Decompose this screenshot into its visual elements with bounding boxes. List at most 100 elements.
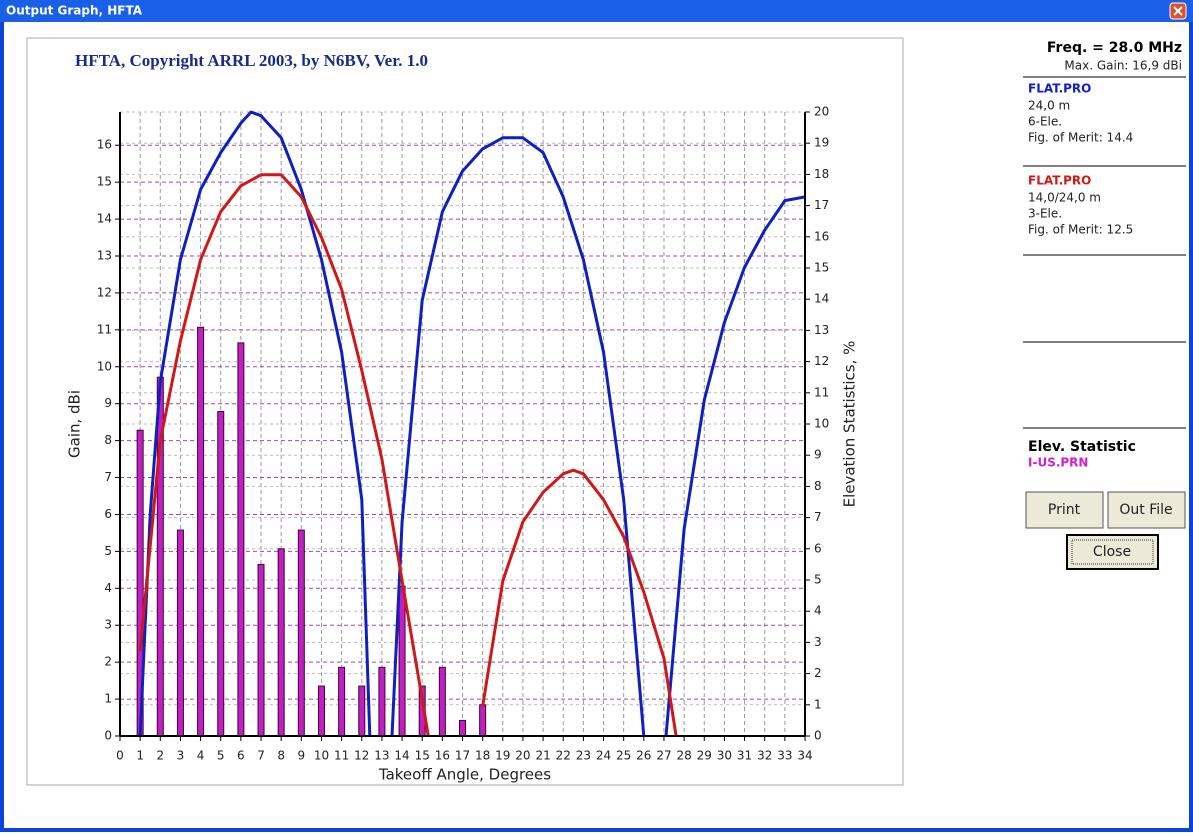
x-tick-label: 29 [697,749,712,763]
bar [459,719,466,737]
y2-tick-label: 10 [814,417,829,431]
frequency: Freq. = 28.0 MHz [1047,40,1182,56]
line-series [138,173,678,737]
x-tick-label: 33 [777,749,792,763]
y-axis-label: Gain, dBi [66,390,84,458]
out-file-button[interactable]: Out File [1107,491,1186,529]
chart-title: HFTA, Copyright ARRL 2003, by N6BV, Ver.… [75,51,428,70]
x-tick-label: 1 [136,749,144,763]
y-tick-label: 14 [97,212,112,226]
x-tick-label: 6 [237,749,245,763]
x-tick-label: 12 [354,749,369,763]
x-tick-label: 31 [737,749,752,763]
y-tick-label: 13 [97,249,112,263]
x-tick-label: 30 [717,749,732,763]
x-tick-label: 2 [156,749,164,763]
y2-tick-label: 2 [814,666,822,680]
x-tick-label: 10 [314,749,329,763]
y2-axis-label: Elevation Statistics, % [841,341,859,508]
button-label[interactable]: Out File [1119,502,1172,518]
y-tick-label: 11 [97,322,112,336]
x-tick-label: 28 [676,749,691,763]
y-tick-label: 3 [104,618,112,632]
y-tick-label: 0 [104,729,112,743]
y-tick-label: 10 [97,359,112,373]
x-tick-label: 25 [616,749,631,763]
bar [297,529,305,737]
x-tick-label: 22 [556,749,571,763]
x-tick-label: 13 [374,749,389,763]
x-tick-label: 32 [757,749,772,763]
button-face[interactable] [1066,534,1159,570]
y2-tick-label: 14 [814,292,829,306]
x-tick-label: 27 [656,749,671,763]
y2-tick-label: 19 [814,136,829,150]
y2-tick-label: 11 [814,385,829,399]
x-tick-label: 9 [298,749,306,763]
y2-tick-label: 16 [814,229,829,243]
button-label[interactable]: Print [1048,502,1081,518]
y2-tick-label: 9 [814,448,822,462]
x-tick-label: 0 [116,749,124,763]
x-tick-label: 8 [277,749,285,763]
elev-title: Elev. Statistic [1028,439,1136,455]
button-face[interactable] [1107,491,1186,529]
chart-box [26,37,904,786]
y-tick-label: 6 [104,507,112,521]
x-tick-label: 17 [455,749,470,763]
y-tick-label: 1 [104,692,112,706]
y-tick-label: 8 [104,433,112,447]
bar [237,342,245,737]
bar [358,685,366,737]
bar [217,411,225,737]
legend-merit: Fig. of Merit: 12.5 [1028,223,1133,237]
y2-tick-label: 4 [814,604,822,618]
y2-tick-label: 3 [814,635,822,649]
bar [257,563,265,737]
bar [197,326,205,737]
x-tick-label: 5 [217,749,225,763]
x-tick-label: 3 [177,749,185,763]
x-tick-label: 16 [435,749,450,763]
button-face[interactable] [1025,491,1104,529]
bar [338,666,346,737]
x-tick-label: 18 [475,749,490,763]
y-tick-label: 15 [97,175,112,189]
window-title: Output Graph, HFTA [6,4,143,18]
bar [398,585,406,737]
y-tick-label: 9 [104,396,112,410]
legend-height: 24,0 m [1028,99,1070,113]
y2-tick-label: 15 [814,261,829,275]
legend-elements: 6-Ele. [1028,115,1062,129]
close-icon [1173,6,1183,16]
legend-entry: FLAT.PRO [1028,174,1091,188]
x-tick-label: 7 [257,749,265,763]
legend-entry: I-US.PRN [1028,456,1088,470]
bar [479,704,487,737]
y2-tick-label: 0 [814,729,822,743]
x-tick-label: 21 [535,749,550,763]
focus-rect [1071,539,1154,565]
title-bar [0,0,1193,22]
y2-tick-label: 20 [814,105,829,119]
y-tick-label: 4 [104,581,112,595]
y2-tick-label: 17 [814,198,829,212]
y-tick-label: 5 [104,544,112,558]
legend-merit: Fig. of Merit: 14.4 [1028,131,1133,145]
legend-elements: 3-Ele. [1028,207,1062,221]
x-tick-label: 24 [596,749,611,763]
y2-tick-label: 6 [814,541,822,555]
legend-height: 14,0/24,0 m [1028,191,1101,205]
y-tick-label: 16 [97,138,112,152]
close-dialog-button[interactable]: Close [1066,534,1159,570]
x-tick-label: 14 [394,749,409,763]
x-axis-label: Takeoff Angle, Degrees [378,766,551,784]
y2-tick-label: 12 [814,354,829,368]
y-tick-label: 12 [97,285,112,299]
x-tick-label: 20 [515,749,530,763]
button-label[interactable]: Close [1093,544,1131,560]
bar [277,548,285,737]
y-tick-label: 2 [104,655,112,669]
print-button[interactable]: Print [1025,491,1104,529]
